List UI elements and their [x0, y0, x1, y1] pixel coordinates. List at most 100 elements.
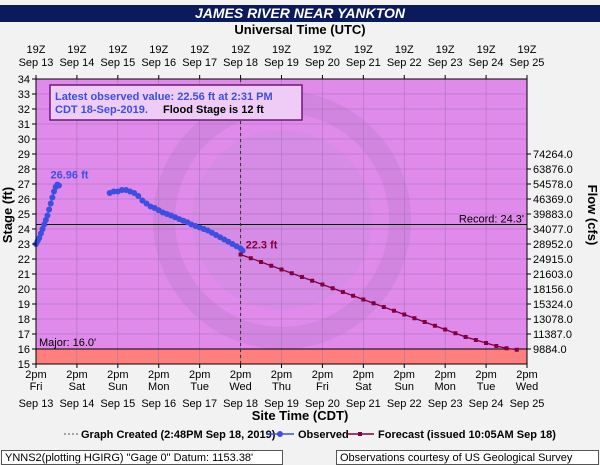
top-tick-date: Sep 24: [469, 57, 504, 69]
y-tick-label: 17: [18, 329, 30, 341]
bottom-tick-day: Mon: [148, 381, 169, 393]
top-tick-date: Sep 21: [346, 57, 381, 69]
bottom-tick-hour: 2pm: [271, 369, 292, 381]
forecast-point: [248, 256, 253, 261]
y-tick-label: 18: [18, 314, 30, 326]
top-tick-hour: 19Z: [395, 44, 414, 56]
y2-tick-label: 9884.0: [533, 344, 567, 356]
forecast-point: [504, 346, 509, 351]
y2-tick-label: 34077.0: [533, 224, 573, 236]
top-tick-date: Sep 17: [182, 57, 217, 69]
y-tick-label: 16: [18, 344, 30, 356]
y-tick-label: 34: [18, 74, 30, 86]
top-tick-date: Sep 25: [510, 57, 545, 69]
observed-point: [36, 235, 43, 241]
observed-point: [47, 200, 54, 207]
forecast-point: [473, 338, 478, 342]
y2-tick-label: 15324.0: [533, 299, 573, 311]
top-tick-hour: 19Z: [313, 44, 332, 56]
forecast-point: [484, 341, 489, 345]
legend-observed-label: Observed: [298, 429, 349, 441]
observed-point: [46, 206, 53, 213]
bottom-tick-date: Sep 15: [100, 398, 135, 410]
y-tick-label: 32: [18, 104, 30, 116]
y-axis-title: Stage (ft): [0, 187, 15, 243]
bottom-tick-hour: 2pm: [66, 369, 87, 381]
legend-forecast-label: Forecast (issued 10:05AM Sep 18): [378, 429, 556, 441]
y2-axis-title: Flow (cfs): [585, 185, 600, 246]
top-tick-hour: 19Z: [477, 44, 496, 56]
forecast-point: [514, 347, 519, 352]
bottom-tick-day: Thu: [272, 381, 291, 393]
legend-created-label: Graph Created (2:48PM Sep 18, 2019): [81, 429, 276, 441]
y-tick-label: 23: [18, 239, 30, 251]
forecast-line: [240, 253, 517, 351]
forecast-point: [361, 297, 366, 302]
title-bar: [0, 5, 600, 22]
bottom-tick-hour: 2pm: [434, 369, 455, 381]
bottom-tick-date: Sep 20: [305, 398, 340, 410]
legend: Graph Created (2:48PM Sep 18, 2019) Obse…: [64, 429, 556, 441]
top-tick-date: Sep 16: [141, 57, 176, 69]
y-tick-label: 19: [18, 299, 30, 311]
top-tick-hour: 19Z: [354, 44, 373, 56]
bottom-tick-hour: 2pm: [353, 369, 374, 381]
bottom-tick-date: Sep 13: [19, 398, 54, 410]
y-tick-label: 15: [18, 359, 30, 371]
bottom-tick-hour: 2pm: [230, 369, 251, 381]
noaa-watermark-disc: [192, 130, 372, 310]
forecast-point: [269, 263, 274, 268]
forecast-point: [422, 320, 427, 324]
y2-tick-label: 11387.0: [533, 329, 572, 341]
forecast-point: [330, 286, 335, 291]
y2-tick-label: 24915.0: [533, 254, 573, 266]
y-tick-label: 25: [18, 209, 30, 221]
y-tick-label: 24: [18, 224, 30, 236]
bottom-tick-day: Sun: [394, 381, 414, 393]
y2-tick-label: 21603.0: [533, 269, 573, 281]
y-tick-label: 31: [18, 119, 30, 131]
top-tick-hour: 19Z: [190, 44, 209, 56]
top-tick-date: Sep 14: [59, 57, 94, 69]
y-tick-label: 28: [18, 164, 30, 176]
bottom-tick-hour: 2pm: [312, 369, 333, 381]
credit-note: Observations courtesy of US Geological S…: [336, 450, 599, 465]
bottom-tick-day: Wed: [516, 381, 538, 393]
y-tick-label: 22: [18, 254, 30, 266]
bottom-tick-day: Tue: [190, 381, 209, 393]
observed-point: [51, 188, 58, 195]
bottom-tick-date: Sep 16: [141, 398, 176, 410]
bottom-tick-date: Sep 18: [223, 398, 258, 410]
bottom-tick-date: Sep 21: [346, 398, 381, 410]
threshold-label-major: Major: 16.0': [39, 337, 96, 349]
forecast-point: [371, 301, 376, 306]
top-tick-date: Sep 20: [305, 57, 340, 69]
bottom-tick-date: Sep 25: [510, 398, 545, 410]
bottom-tick-day: Mon: [434, 381, 455, 393]
bottom-tick-day: Fri: [30, 381, 43, 393]
observed-point: [44, 212, 51, 219]
x-axis-title: Site Time (CDT): [252, 408, 349, 423]
bottom-tick-hour: 2pm: [475, 369, 496, 381]
bottom-tick-hour: 2pm: [189, 369, 210, 381]
y2-tick-label: 54578.0: [533, 179, 573, 191]
top-tick-date: Sep 19: [264, 57, 299, 69]
y-tick-label: 26: [18, 194, 30, 206]
bottom-tick-date: Sep 24: [469, 398, 504, 410]
latest-value-box: Latest observed value: 22.56 ft at 2:31 …: [49, 84, 303, 121]
top-tick-hour: 19Z: [518, 44, 537, 56]
forecast-point: [453, 331, 458, 336]
datum-note: YNNS2(plotting HGIRG) "Gage 0" Datum: 11…: [1, 450, 283, 465]
y-tick-label: 21: [18, 269, 30, 281]
observed-point: [37, 230, 44, 237]
top-tick-hour: 19Z: [149, 44, 168, 56]
peak-value-label: 26.96 ft: [51, 170, 89, 182]
forecast-point: [310, 278, 315, 283]
y2-tick-label: 18156.0: [533, 284, 573, 296]
chart-title: JAMES RIVER NEAR YANKTON: [195, 5, 406, 21]
y2-tick-label: 13078.0: [533, 314, 573, 326]
bottom-tick-date: Sep 17: [182, 398, 217, 410]
forecast-point: [432, 323, 437, 328]
top-tick-hour: 19Z: [108, 44, 127, 56]
y-tick-label: 33: [18, 89, 30, 101]
